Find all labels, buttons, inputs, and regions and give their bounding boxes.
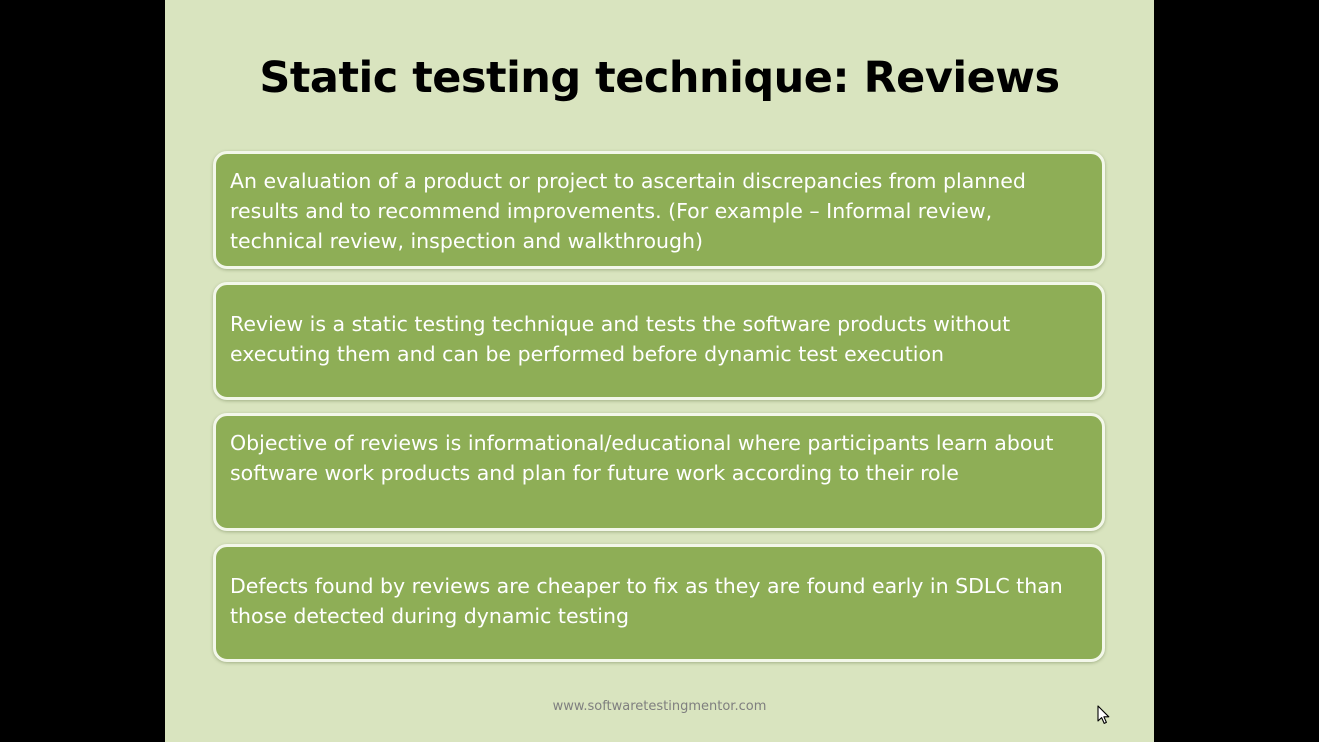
mouse-pointer-icon: [1097, 705, 1110, 724]
bullet-text: An evaluation of a product or project to…: [230, 169, 1026, 253]
bullet-text: Review is a static testing technique and…: [230, 312, 1011, 366]
bullet-box-defects: Defects found by reviews are cheaper to …: [213, 544, 1105, 662]
bullet-text: Objective of reviews is informational/ed…: [230, 431, 1054, 485]
bullet-box-static-technique: Review is a static testing technique and…: [213, 282, 1105, 400]
bullet-box-objective: Objective of reviews is informational/ed…: [213, 413, 1105, 531]
slide: Static testing technique: Reviews An eva…: [165, 0, 1154, 742]
footer-url: www.softwaretestingmentor.com: [552, 699, 767, 714]
bullet-box-evaluation: An evaluation of a product or project to…: [213, 151, 1105, 269]
bullet-text: Defects found by reviews are cheaper to …: [230, 574, 1063, 628]
slide-title: Static testing technique: Reviews: [259, 53, 1060, 103]
